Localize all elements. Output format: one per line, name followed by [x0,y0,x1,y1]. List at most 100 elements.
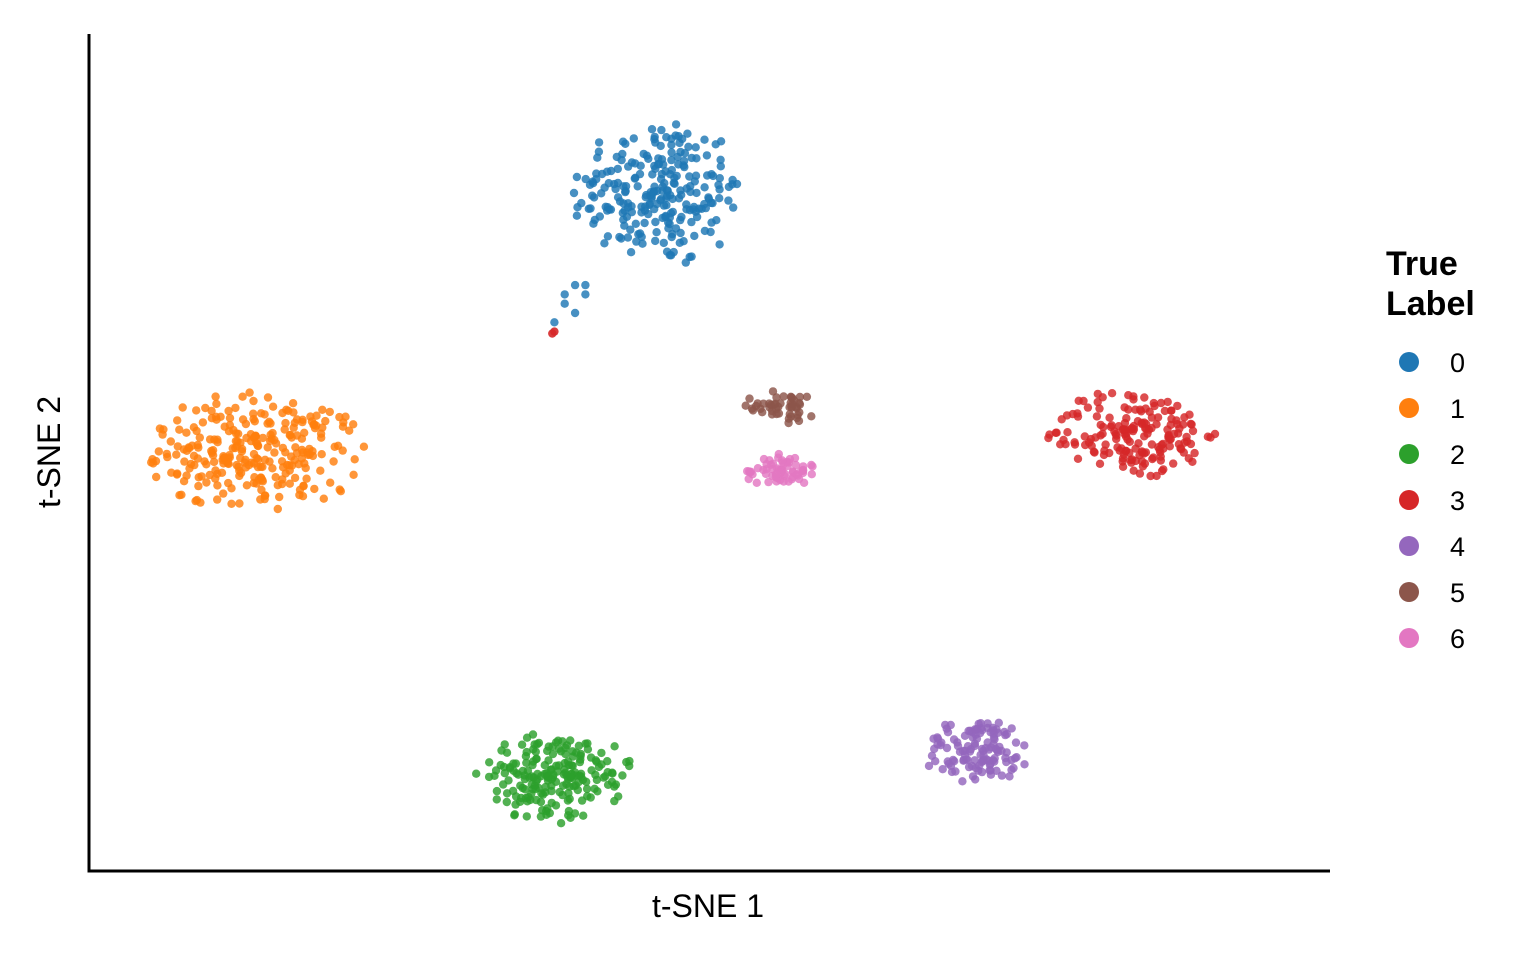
point-label-1 [258,475,267,485]
point-label-5 [802,392,812,401]
point-label-1 [224,406,233,416]
point-label-3 [1179,420,1188,429]
point-label-3 [1056,440,1065,449]
point-label-1 [302,474,311,483]
point-label-3 [1166,406,1176,415]
point-label-3 [1052,428,1061,437]
point-label-1 [207,406,216,416]
point-label-3 [1147,423,1156,433]
point-label-0 [660,179,669,188]
point-label-0 [692,212,702,222]
point-label-0 [613,164,622,174]
point-label-0 [637,208,646,217]
point-label-3 [1057,415,1066,424]
legend-label-5: 5 [1450,578,1465,608]
point-label-0 [623,233,633,242]
point-label-4 [1002,729,1011,739]
point-label-3 [1112,434,1121,444]
point-label-0 [667,155,676,165]
point-label-5 [779,392,788,401]
legend-label-3: 3 [1450,486,1465,516]
point-label-1 [349,470,358,479]
point-label-2 [551,801,561,810]
series-3 [548,327,1220,481]
point-label-4 [1020,741,1029,750]
point-label-2 [502,797,511,807]
point-label-5 [795,392,805,402]
point-label-2 [610,796,619,806]
point-label-2 [610,742,619,751]
point-label-1 [178,403,187,412]
point-label-2 [555,787,564,797]
legend-key-2 [1399,444,1419,464]
point-label-1 [281,448,290,457]
point-label-0 [668,207,677,217]
point-label-5 [741,401,750,410]
point-label-0 [702,151,712,160]
point-label-1 [148,455,157,464]
point-label-3 [1068,409,1078,419]
point-label-4 [943,757,952,766]
point-label-5 [793,410,802,420]
point-label-1 [235,471,244,481]
point-label-0 [676,215,685,225]
point-label-1 [207,446,216,456]
point-label-2 [497,746,506,755]
point-label-1 [258,433,268,443]
legend-label-1: 1 [1450,394,1465,424]
point-label-3 [1119,450,1129,459]
point-label-1 [202,460,211,469]
point-label-1 [238,392,247,401]
point-label-6 [796,466,806,476]
point-label-3 [1074,396,1083,405]
point-label-2 [582,784,592,794]
point-label-3 [1148,454,1157,464]
point-label-2 [563,796,573,805]
point-label-0 [715,185,724,194]
point-label-0 [716,162,725,171]
point-label-0 [664,224,673,233]
point-label-1 [316,466,325,475]
point-label-1 [205,435,215,444]
point-label-0 [649,188,658,197]
point-label-3 [1150,401,1159,411]
x-axis-title: t-SNE 1 [652,888,764,924]
point-label-4 [975,729,985,738]
point-label-1 [312,421,321,430]
point-label-3 [1179,448,1189,457]
point-label-4 [964,762,974,772]
point-label-3 [1120,418,1130,428]
point-label-5 [795,398,804,408]
point-label-4 [981,743,990,753]
point-label-3 [1118,457,1127,466]
point-label-2 [529,757,538,766]
point-label-1 [291,443,300,452]
point-label-0 [577,198,586,208]
point-label-3 [1140,393,1149,402]
point-label-1 [273,504,282,514]
point-label-2 [583,739,592,748]
point-label-1 [271,473,280,482]
point-label-3 [1098,429,1107,438]
point-label-0 [638,239,647,248]
point-label-2 [548,773,558,782]
point-label-0 [667,232,676,242]
point-label-3 [1073,454,1083,463]
point-label-1 [173,469,182,478]
point-label-0 [665,251,674,260]
point-label-6 [753,464,763,473]
point-label-1 [233,437,242,446]
point-label-0 [685,172,694,181]
point-label-2 [597,748,606,758]
point-label-1 [252,438,261,448]
point-label-4 [994,718,1003,727]
legend-key-5 [1399,582,1419,602]
point-label-0 [690,231,699,241]
point-label-0 [550,318,559,327]
point-label-0 [588,191,597,200]
point-label-3 [1182,432,1191,442]
point-label-0 [572,172,582,182]
point-label-4 [964,726,973,736]
point-label-3 [1135,469,1145,478]
point-label-5 [774,409,784,418]
